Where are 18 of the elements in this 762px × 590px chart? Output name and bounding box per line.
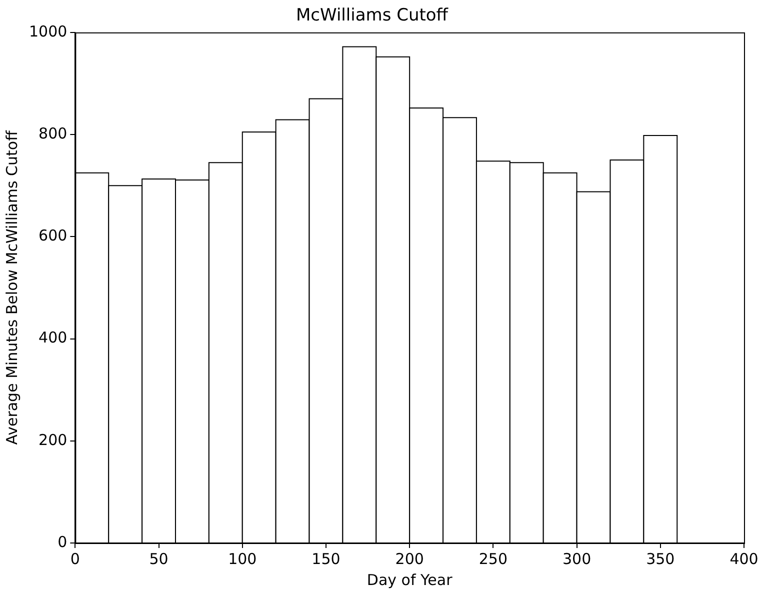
x-tick-label: 400 [730, 550, 758, 568]
x-tick-label: 150 [312, 550, 340, 568]
x-axis-title: Day of Year [366, 570, 454, 589]
y-tick-label: 200 [38, 430, 68, 449]
y-tick-label: 400 [38, 328, 68, 347]
x-tick-label: 200 [395, 550, 424, 568]
chart-title: McWilliams Cutoff [296, 6, 450, 26]
y-tick-label: 600 [38, 226, 68, 245]
x-tick-label: 100 [228, 550, 257, 568]
x-tick-label: 0 [70, 550, 80, 568]
x-tick-label: 250 [478, 550, 508, 568]
x-tick-label: 300 [562, 550, 592, 568]
y-tick-label: 0 [58, 532, 68, 551]
x-tick-label: 50 [149, 550, 168, 568]
y-tick-label: 1000 [28, 22, 68, 40]
y-axis-title: Average Minutes Below McWilliams Cutoff [2, 130, 21, 445]
y-tick-label: 800 [38, 124, 68, 142]
x-tick-label: 350 [646, 550, 675, 568]
